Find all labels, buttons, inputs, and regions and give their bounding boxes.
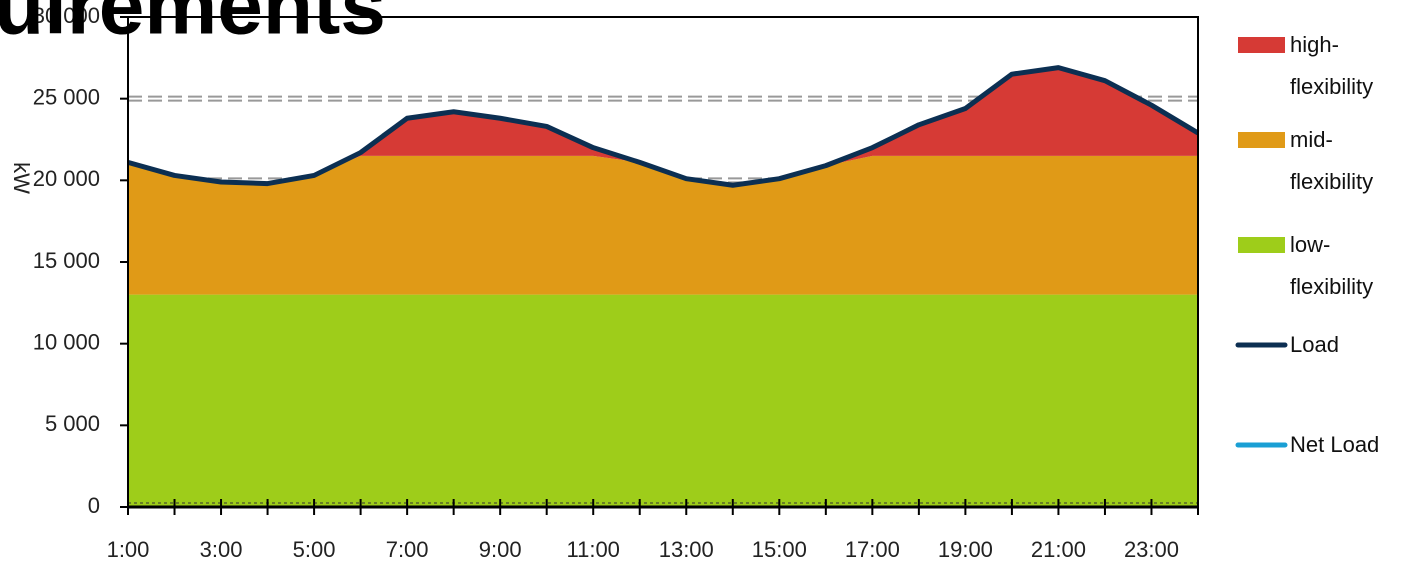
line (127, 65, 1200, 188)
legend-swatch (1238, 132, 1285, 148)
x-tick-label: 1:00 (107, 537, 150, 562)
chart-title: uirements (0, 0, 386, 52)
x-tick-label: 3:00 (200, 537, 243, 562)
x-tick-label: 9:00 (479, 537, 522, 562)
legend-label: Net Load (1290, 432, 1380, 457)
legend-label: mid-flexibility (1290, 127, 1374, 194)
area (128, 294, 1198, 507)
x-tick-label: 7:00 (386, 537, 429, 562)
x-tick-label: 13:00 (659, 537, 714, 562)
y-tick-label: 10 000 (33, 329, 100, 354)
area (128, 67, 1198, 186)
legend-swatch (1238, 237, 1285, 253)
y-tick-label: 0 (88, 493, 100, 518)
legend-label: Load (1290, 332, 1339, 357)
legend-swatch (1238, 37, 1285, 53)
legend-label: low-flexibility (1290, 232, 1374, 299)
x-tick-label: 17:00 (845, 537, 900, 562)
y-axis-label: kW (9, 162, 34, 194)
y-tick-label: 25 000 (33, 84, 100, 109)
x-tick-label: 19:00 (938, 537, 993, 562)
y-tick-label: 20 000 (33, 166, 100, 191)
x-tick-label: 23:00 (1124, 537, 1179, 562)
legend-label: high-flexibility (1290, 32, 1374, 99)
x-tick-label: 21:00 (1031, 537, 1086, 562)
y-tick-label: 5 000 (45, 411, 100, 436)
y-tick-label: 15 000 (33, 248, 100, 273)
x-tick-label: 11:00 (567, 537, 620, 562)
y-tick-label: 30 000 (33, 3, 100, 28)
x-tick-label: 5:00 (293, 537, 336, 562)
area (128, 155, 1198, 295)
x-tick-label: 15:00 (752, 537, 807, 562)
